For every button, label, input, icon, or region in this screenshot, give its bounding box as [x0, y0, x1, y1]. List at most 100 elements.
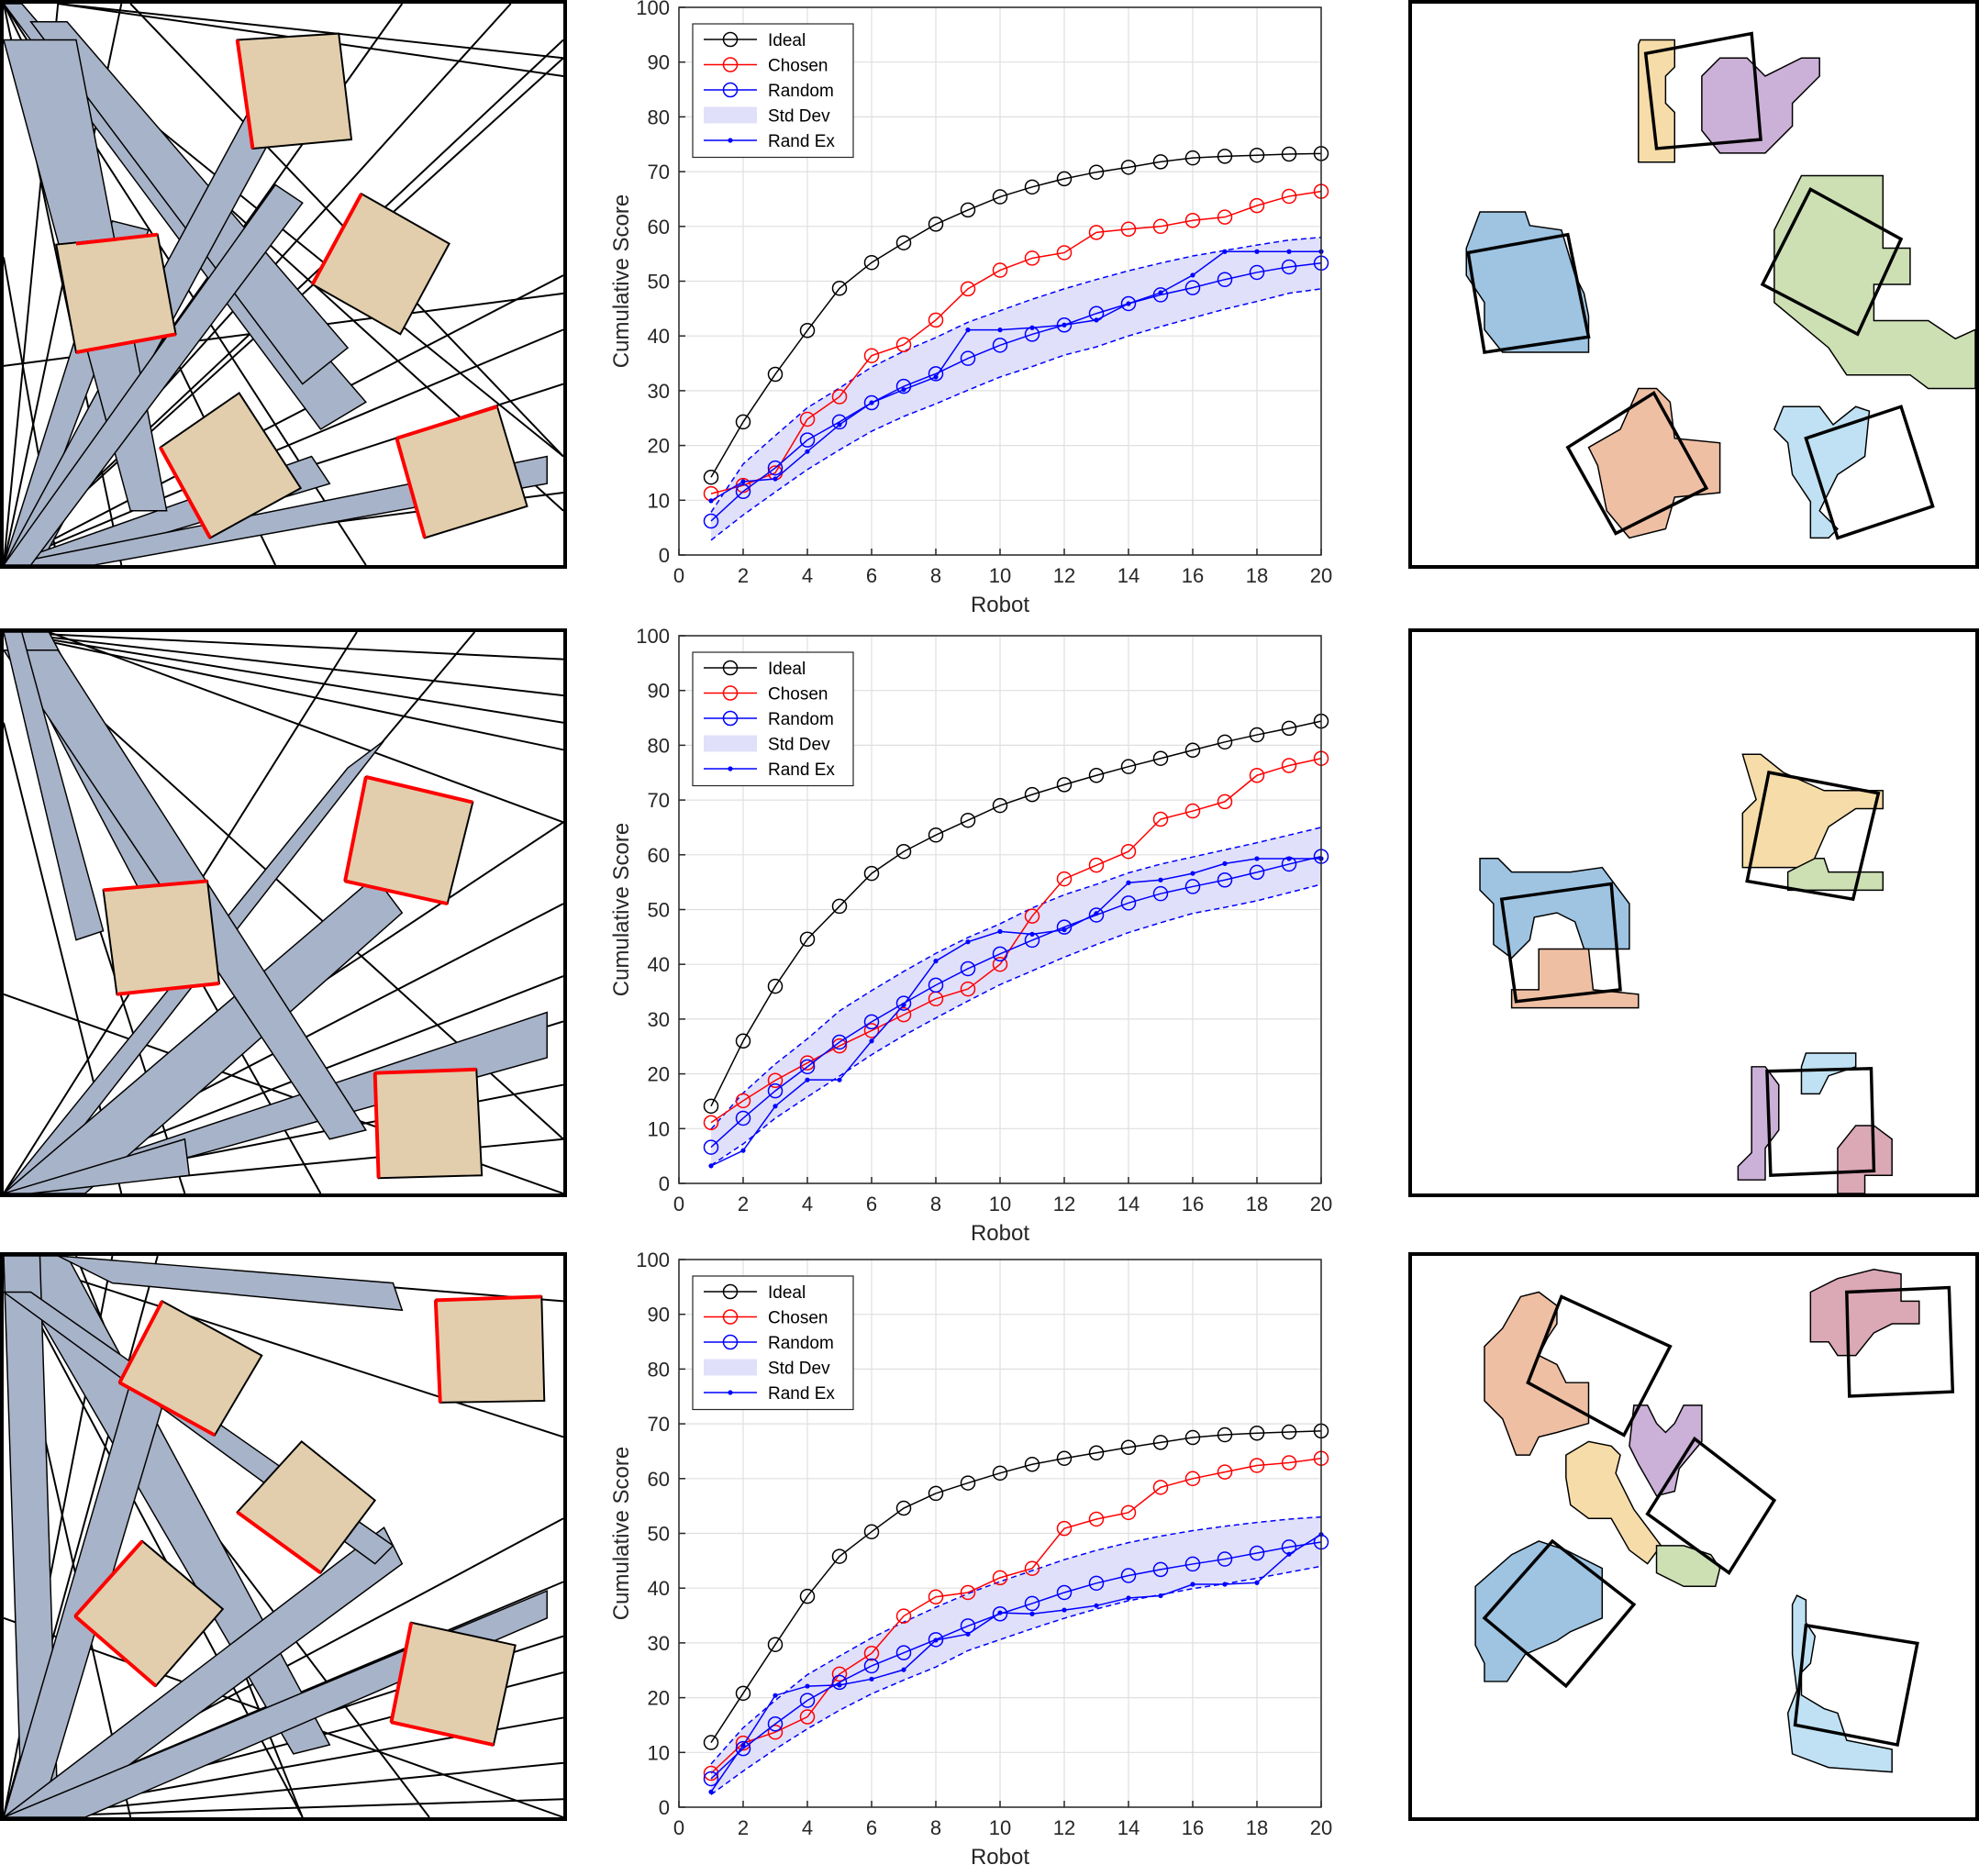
block-3 [373, 1068, 484, 1180]
series-line-rand-ex [710, 1534, 1322, 1793]
data-point-rand-ex [1190, 272, 1195, 278]
y-tick-label: 30 [648, 1632, 670, 1655]
data-point-chosen [1024, 1560, 1040, 1576]
legend-marker-random [722, 1334, 739, 1350]
data-point-rand-ex [1029, 931, 1035, 937]
data-point-random [1281, 259, 1297, 275]
data-point-ideal [703, 1735, 719, 1750]
data-point-ideal [863, 865, 880, 882]
data-point-ideal [1024, 786, 1040, 803]
y-tick-label: 60 [648, 844, 670, 867]
x-tick-label: 12 [1053, 1193, 1075, 1216]
y-axis-label: Cumulative Score [609, 1447, 634, 1620]
x-tick-label: 10 [989, 1816, 1011, 1839]
block-1 [102, 880, 221, 995]
data-point-ideal [767, 978, 784, 994]
data-point-chosen [799, 1709, 816, 1725]
data-point-ideal [1249, 147, 1265, 163]
std-dev-upper [710, 1515, 1322, 1765]
data-point-chosen [895, 337, 912, 353]
shadow-scene-panel-2 [0, 628, 567, 1197]
data-point-rand-ex [1286, 249, 1292, 254]
x-axis-label: Robot [971, 593, 1029, 617]
data-point-random [863, 394, 880, 411]
data-point-random [1184, 280, 1201, 295]
data-point-rand-ex [1158, 290, 1163, 295]
data-point-rand-ex [1126, 880, 1131, 885]
y-tick-label: 10 [648, 1117, 670, 1140]
y-tick-label: 30 [648, 1008, 670, 1031]
y-tick-label: 0 [659, 544, 670, 567]
data-point-chosen [863, 348, 880, 363]
data-point-random [1024, 1595, 1040, 1612]
data-point-rand-ex [1190, 871, 1195, 876]
data-point-chosen [799, 1055, 816, 1071]
data-point-ideal [799, 931, 816, 947]
data-point-ideal [1152, 154, 1169, 170]
shadow-scene-panel-3 [0, 1252, 567, 1821]
data-point-random [1152, 885, 1169, 902]
data-point-random [767, 1082, 784, 1099]
data-point-random [1184, 879, 1201, 894]
data-point-random [1120, 895, 1137, 911]
data-point-random [703, 513, 719, 529]
y-tick-label: 0 [659, 1172, 670, 1195]
data-point-rand-ex [1254, 249, 1260, 254]
data-point-random [831, 414, 848, 430]
data-point-rand-ex [965, 327, 971, 333]
x-tick-label: 0 [673, 1816, 684, 1839]
data-point-rand-ex [965, 1631, 971, 1637]
series-chosen [703, 750, 1329, 1130]
data-point-rand-ex [1126, 1595, 1131, 1601]
x-tick-label: 12 [1053, 1816, 1075, 1839]
data-point-chosen [1184, 803, 1201, 819]
data-point-chosen [1120, 221, 1137, 238]
y-tick-label: 90 [648, 51, 670, 74]
series-ideal [703, 1423, 1329, 1750]
legend-marker-ideal [722, 660, 739, 676]
data-point-ideal [1217, 1426, 1233, 1443]
data-point-chosen [1088, 1511, 1105, 1527]
data-point-rand-ex [1286, 1551, 1292, 1557]
y-tick-label: 70 [648, 161, 670, 183]
data-point-rand-ex [901, 1667, 906, 1672]
data-point-random [863, 1658, 880, 1674]
data-point-chosen [1281, 1455, 1297, 1471]
data-point-random [1249, 264, 1265, 281]
shadow-scene-2 [4, 632, 563, 1193]
x-tick-label: 4 [802, 1816, 813, 1839]
data-point-rand-ex [1222, 860, 1228, 866]
piece-layout-2 [1479, 753, 1893, 1193]
data-point-ideal [960, 202, 976, 218]
data-point-chosen [1249, 767, 1265, 783]
data-point-ideal [928, 1485, 944, 1502]
data-point-chosen [1088, 225, 1105, 240]
x-tick-label: 20 [1310, 564, 1332, 587]
data-point-random [992, 946, 1008, 962]
chart-svg-1: 0 2 4 6 8 10 12 14 16 18 20 0 10 20 30 40 50 60 70 80 90 100 R… [609, 0, 1332, 617]
data-point-ideal [1281, 146, 1297, 162]
data-point-chosen [992, 956, 1008, 972]
piece-layout-3 [1474, 1269, 1955, 1773]
legend-marker-ideal [722, 1283, 739, 1300]
data-point-ideal [895, 235, 912, 250]
data-point-rand-ex [1222, 1582, 1228, 1587]
data-point-ideal [1281, 720, 1297, 737]
y-tick-label: 80 [648, 734, 670, 757]
data-point-chosen [1088, 857, 1105, 873]
data-point-rand-ex [869, 1038, 874, 1044]
data-point-chosen [767, 1724, 784, 1740]
chart-3: 0 2 4 6 8 10 12 14 16 18 20 0 10 20 30 40 50 60 70 80 90 100 R… [592, 1249, 1376, 1871]
series-line-rand-ex [710, 858, 1321, 1167]
y-tick-label: 50 [648, 271, 670, 294]
data-point-random [928, 1632, 944, 1648]
piece-layout-panel-1 [1408, 0, 1979, 569]
x-tick-label: 18 [1246, 564, 1268, 587]
data-point-chosen [1184, 1471, 1201, 1487]
data-point-random [703, 1139, 719, 1155]
x-tick-label: 0 [673, 1193, 684, 1216]
data-point-chosen [1152, 811, 1169, 827]
y-tick-label: 0 [659, 1796, 670, 1819]
data-point-rand-ex [997, 1610, 1003, 1615]
y-tick-label: 20 [648, 1687, 670, 1710]
